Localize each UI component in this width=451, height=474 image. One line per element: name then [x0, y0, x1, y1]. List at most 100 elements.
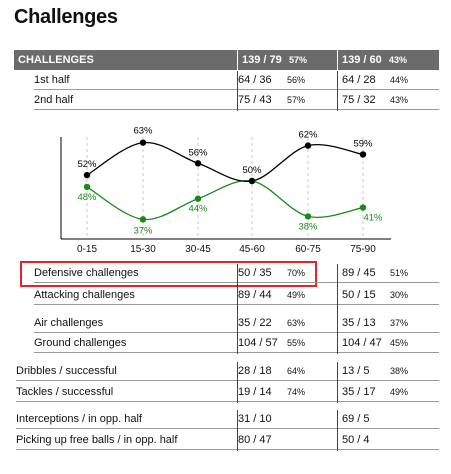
row-label: Picking up free balls / in opp. half — [16, 434, 178, 446]
table-row: Tackles / successful 19 / 14 74% 35 / 17 49% — [14, 383, 439, 402]
row-divider — [16, 428, 237, 429]
row-divider — [34, 304, 237, 305]
team1-value: 31 / 10 — [238, 413, 272, 425]
column-divider — [337, 264, 338, 354]
row-label: 2nd half — [34, 94, 74, 106]
row-divider — [238, 332, 337, 333]
team1-value: 35 / 22 — [238, 317, 272, 329]
team1-pct: 74% — [287, 387, 306, 397]
data-point — [83, 171, 91, 179]
row-divider — [238, 352, 337, 353]
table-header: CHALLENGES 139 / 79 57% 139 / 60 43% — [14, 50, 439, 70]
team2-value: 69 / 5 — [342, 413, 370, 425]
header-divider — [237, 50, 238, 70]
row-divider — [338, 449, 439, 450]
team2-pct: 37% — [390, 318, 409, 328]
row-divider — [338, 332, 439, 333]
row-divider — [16, 380, 237, 381]
column-divider — [337, 71, 338, 111]
data-point — [248, 177, 256, 185]
table-row: Picking up free balls / in opp. half 80 /… — [14, 431, 439, 450]
x-tick-label: 60-75 — [295, 244, 321, 255]
data-point — [359, 204, 367, 211]
table-row: Interceptions / in opp. half 31 / 10 69 / … — [14, 410, 439, 429]
column-divider — [337, 362, 338, 403]
row-divider — [338, 89, 439, 90]
data-label: 37% — [133, 225, 153, 236]
data-point — [248, 177, 256, 185]
row-divider — [338, 109, 439, 110]
row-divider — [34, 352, 237, 353]
data-point — [359, 151, 367, 158]
team2-pct: 30% — [390, 290, 409, 300]
row-label: Dribbles / successful — [16, 365, 117, 377]
data-point — [139, 216, 147, 223]
row-label: Defensive challenges — [34, 267, 139, 279]
row-divider — [34, 332, 237, 333]
data-label: 62% — [298, 130, 318, 141]
column-divider — [237, 410, 238, 451]
data-label: 50% — [242, 165, 262, 176]
x-tick-label: 15-30 — [130, 244, 156, 255]
data-point — [194, 160, 202, 167]
team1-pct: 70% — [287, 268, 306, 278]
team2-value: 104 / 47 — [342, 337, 382, 349]
team1-pct: 56% — [287, 75, 306, 85]
row-label: Attacking challenges — [34, 289, 135, 301]
team2-pct: 51% — [390, 268, 409, 278]
row-label: 1st half — [34, 74, 70, 86]
team2-value: 35 / 17 — [342, 386, 376, 398]
data-point — [304, 142, 312, 149]
data-label: 48% — [77, 192, 97, 203]
row-label: Interceptions / in opp. half — [16, 413, 142, 425]
team1-value: 19 / 14 — [238, 386, 272, 398]
row-divider — [238, 401, 337, 402]
highlight-box — [20, 261, 317, 287]
data-point — [139, 139, 147, 146]
x-tick-label: 0-15 — [77, 244, 97, 255]
team1-value: 89 / 44 — [238, 289, 272, 301]
row-label: Tackles / successful — [16, 386, 114, 398]
data-point — [304, 213, 312, 220]
column-divider — [237, 71, 238, 111]
row-divider — [34, 89, 237, 90]
table-row: 1st half 64 / 36 56% 64 / 28 44% — [14, 71, 439, 90]
header-divider — [337, 50, 338, 70]
row-divider — [34, 109, 237, 110]
series-line — [86, 141, 364, 182]
header-label: CHALLENGES — [18, 54, 94, 66]
data-point — [83, 183, 91, 191]
table-row: 2nd half 75 / 43 57% 75 / 32 43% — [14, 91, 439, 110]
team2-value: 64 / 28 — [342, 74, 376, 86]
row-label: Ground challenges — [34, 337, 127, 349]
row-divider — [338, 304, 439, 305]
column-divider — [337, 410, 338, 451]
table-row: Air challenges 35 / 22 63% 35 / 13 37% — [14, 314, 439, 333]
team2-value: 35 / 13 — [342, 317, 376, 329]
x-tick-label: 45-60 — [239, 244, 265, 255]
row-divider — [238, 89, 337, 90]
series-line — [86, 180, 364, 221]
row-divider — [16, 401, 237, 402]
header-team2-pct: 43% — [389, 55, 408, 65]
row-divider — [338, 428, 439, 429]
data-label: 63% — [133, 126, 153, 137]
data-label: 52% — [77, 159, 97, 170]
data-point — [194, 195, 202, 202]
team1-value: 75 / 43 — [238, 94, 272, 106]
team1-value: 28 / 18 — [238, 365, 272, 377]
row-divider — [338, 352, 439, 353]
header-team1-pct: 57% — [289, 55, 308, 65]
x-tick-label: 75-90 — [350, 244, 376, 255]
team1-value: 64 / 36 — [238, 74, 272, 86]
team2-value: 50 / 15 — [342, 289, 376, 301]
row-divider — [238, 428, 337, 429]
team1-pct: 64% — [287, 366, 306, 376]
row-divider — [16, 449, 237, 450]
data-label: 56% — [188, 147, 208, 158]
team2-value: 89 / 45 — [342, 267, 376, 279]
row-divider — [238, 109, 337, 110]
team1-value: 80 / 47 — [238, 434, 272, 446]
data-label: 44% — [188, 204, 208, 215]
row-divider — [238, 380, 337, 381]
